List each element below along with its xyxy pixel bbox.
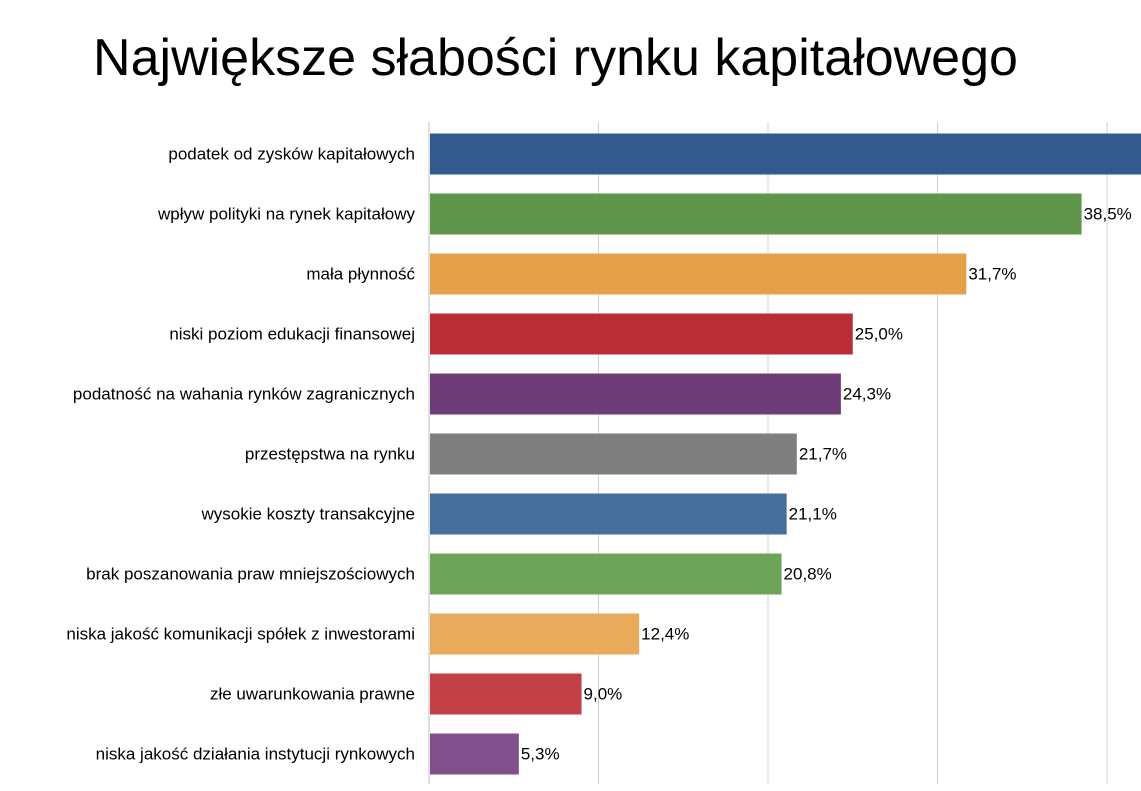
bar	[430, 493, 787, 535]
category-label: brak poszanowania praw mniejszościowych	[86, 565, 415, 584]
data-label: 21,1%	[789, 505, 837, 524]
category-label: przestępstwa na rynku	[245, 445, 415, 464]
bar	[430, 553, 782, 595]
bar	[430, 313, 853, 355]
category-label: wpływ polityki na rynek kapitałowy	[157, 205, 415, 224]
bar	[430, 373, 841, 415]
data-label: 38,5%	[1084, 205, 1132, 224]
bars	[430, 133, 1141, 775]
data-label: 25,0%	[855, 325, 903, 344]
data-labels: 47,7%38,5%31,7%25,0%24,3%21,7%21,1%20,8%…	[521, 205, 1132, 764]
category-label: niska jakość działania instytucji rynkow…	[96, 745, 415, 764]
data-label: 9,0%	[584, 685, 623, 704]
category-label: niska jakość komunikacji spółek z inwest…	[66, 625, 415, 644]
category-label: złe uwarunkowania prawne	[210, 685, 415, 704]
chart-title: Największe słabości rynku kapitałowego	[93, 29, 1018, 87]
category-label: wysokie koszty transakcyjne	[200, 505, 415, 524]
bar	[430, 133, 1141, 175]
category-label: podatność na wahania rynków zagranicznyc…	[73, 385, 415, 404]
category-label: niski poziom edukacji finansowej	[169, 325, 415, 344]
data-label: 21,7%	[799, 445, 847, 464]
category-labels: podatek od zysków kapitałowych wpływ poli…	[66, 145, 415, 764]
bar	[430, 193, 1082, 235]
data-label: 20,8%	[784, 565, 832, 584]
bar	[430, 733, 519, 775]
category-label: podatek od zysków kapitałowych	[168, 145, 415, 164]
data-label: 31,7%	[968, 265, 1016, 284]
bar	[430, 673, 582, 715]
data-label: 5,3%	[521, 745, 560, 764]
bar	[430, 433, 797, 475]
bar	[430, 613, 640, 655]
data-label: 24,3%	[843, 385, 891, 404]
bar	[430, 253, 967, 295]
category-label: mała płynność	[306, 265, 415, 284]
data-label: 12,4%	[641, 625, 689, 644]
